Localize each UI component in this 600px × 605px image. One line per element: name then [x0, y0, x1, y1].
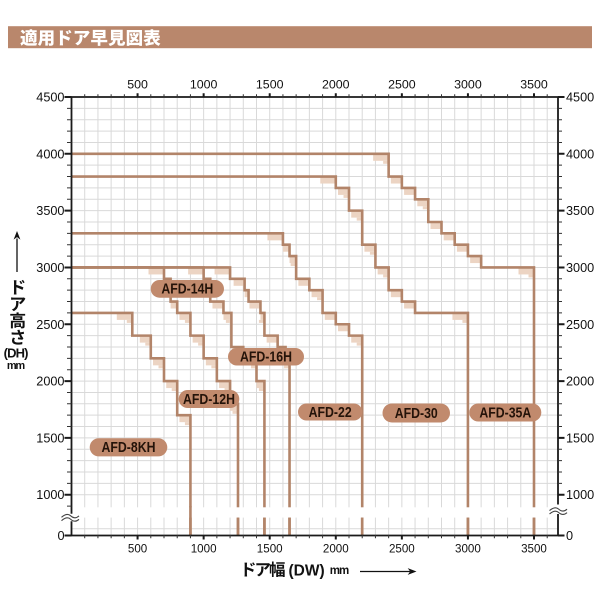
- svg-text:mm: mm: [7, 360, 26, 372]
- svg-text:AFD-12H: AFD-12H: [183, 391, 235, 407]
- svg-text:4500: 4500: [566, 91, 594, 105]
- svg-text:3500: 3500: [566, 204, 594, 218]
- svg-text:AFD-35A: AFD-35A: [479, 404, 531, 420]
- svg-text:1000: 1000: [36, 488, 64, 502]
- svg-text:2000: 2000: [36, 375, 64, 389]
- svg-text:(DH): (DH): [4, 346, 28, 361]
- svg-text:3500: 3500: [520, 77, 548, 91]
- svg-text:4000: 4000: [36, 147, 64, 161]
- svg-text:500: 500: [128, 542, 147, 555]
- svg-text:1500: 1500: [36, 431, 64, 445]
- svg-text:1000: 1000: [566, 488, 594, 502]
- svg-text:(DW): (DW): [289, 563, 325, 580]
- svg-text:2500: 2500: [566, 318, 594, 332]
- svg-text:2500: 2500: [388, 77, 416, 91]
- svg-text:1500: 1500: [566, 431, 594, 445]
- svg-text:4500: 4500: [36, 91, 64, 105]
- svg-text:3500: 3500: [36, 204, 64, 218]
- svg-text:AFD-30: AFD-30: [395, 405, 438, 421]
- svg-text:AFD-16H: AFD-16H: [240, 349, 292, 365]
- svg-text:2000: 2000: [323, 542, 349, 555]
- svg-text:AFD-14H: AFD-14H: [161, 281, 213, 297]
- svg-text:3000: 3000: [455, 542, 481, 555]
- svg-text:4000: 4000: [566, 147, 594, 161]
- svg-text:1000: 1000: [190, 77, 218, 91]
- svg-text:2500: 2500: [389, 542, 415, 555]
- svg-text:2000: 2000: [322, 77, 350, 91]
- svg-text:3000: 3000: [566, 261, 594, 275]
- svg-text:mm: mm: [330, 565, 349, 577]
- svg-text:3000: 3000: [36, 261, 64, 275]
- svg-text:3000: 3000: [454, 77, 482, 91]
- svg-text:2000: 2000: [566, 375, 594, 389]
- svg-text:0: 0: [57, 529, 64, 543]
- svg-text:1000: 1000: [191, 542, 217, 555]
- svg-text:AFD-8KH: AFD-8KH: [102, 439, 156, 455]
- svg-text:1500: 1500: [256, 77, 284, 91]
- svg-text:0: 0: [566, 529, 573, 543]
- svg-text:1500: 1500: [257, 542, 283, 555]
- svg-text:AFD-22: AFD-22: [309, 404, 352, 420]
- svg-text:3500: 3500: [521, 542, 547, 555]
- svg-text:2500: 2500: [36, 318, 64, 332]
- svg-text:500: 500: [127, 77, 148, 91]
